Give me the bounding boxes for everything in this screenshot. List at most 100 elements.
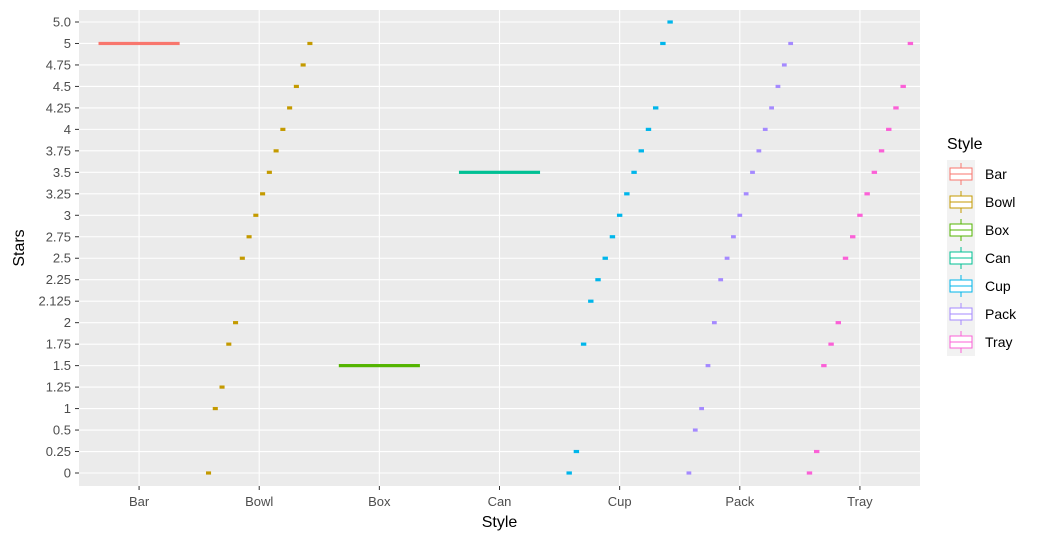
box-mark xyxy=(239,256,245,260)
box-mark xyxy=(205,471,212,475)
box-mark xyxy=(660,41,666,46)
y-tick-label: 1 xyxy=(64,401,71,416)
box-mark xyxy=(602,256,608,260)
legend-label: Can xyxy=(985,250,1011,266)
x-tick-label: Can xyxy=(488,494,512,509)
legend-label: Box xyxy=(985,222,1009,238)
box-mark xyxy=(98,41,180,46)
box-mark xyxy=(686,471,692,475)
legend-title: Style xyxy=(947,136,983,153)
legend-item: Bar xyxy=(947,160,1007,188)
y-tick-label: 2.25 xyxy=(46,272,71,287)
y-tick-label: 4 xyxy=(64,122,71,137)
data-marks xyxy=(98,20,914,475)
legend: Style Bar Bowl Box Can Cup Pack Tray xyxy=(947,136,1017,356)
box-mark xyxy=(711,321,717,325)
box-mark xyxy=(850,235,856,239)
box-mark xyxy=(338,364,420,368)
box-mark xyxy=(573,449,580,454)
box-mark xyxy=(645,127,652,131)
box-mark xyxy=(769,106,774,110)
y-tick-label: 3.5 xyxy=(53,165,71,180)
y-tick-label: 4.5 xyxy=(53,79,71,94)
box-mark xyxy=(857,213,863,217)
y-axis: 0 0.25 0.5 1 1.25 1.5 1.75 2 2.125 2.25 2.5 2.75 3 3.… xyxy=(38,15,79,481)
box-mark xyxy=(828,342,834,346)
box-mark xyxy=(287,106,293,110)
box-mark xyxy=(266,170,272,174)
box-mark xyxy=(233,321,239,325)
y-tick-label: 3.25 xyxy=(46,186,71,201)
box-mark xyxy=(724,256,730,260)
box-mark xyxy=(253,213,259,217)
box-mark xyxy=(806,471,813,475)
box-mark xyxy=(743,192,749,196)
box-mark xyxy=(900,84,906,89)
y-tick-label: 1.5 xyxy=(53,358,71,373)
box-mark xyxy=(219,385,225,389)
y-tick-label: 3 xyxy=(64,208,71,223)
x-tick-label: Bar xyxy=(129,494,150,509)
legend-items: Bar Bowl Box Can Cup Pack Tray xyxy=(947,160,1017,356)
x-axis: Bar Bowl Box Can Cup Pack Tray xyxy=(129,486,873,509)
x-axis-title: Style xyxy=(482,514,518,531)
y-tick-label: 1.75 xyxy=(46,337,71,352)
y-tick-label: 1.25 xyxy=(46,380,71,395)
x-tick-label: Cup xyxy=(608,494,632,509)
box-mark xyxy=(260,192,266,196)
box-mark xyxy=(756,149,762,153)
box-mark xyxy=(638,149,644,153)
box-mark xyxy=(842,256,849,260)
box-mark xyxy=(212,406,218,411)
legend-label: Pack xyxy=(985,306,1017,322)
box-mark xyxy=(878,149,885,153)
box-mark xyxy=(280,127,286,131)
box-mark xyxy=(864,192,870,196)
box-mark xyxy=(871,170,878,174)
box-mark xyxy=(566,471,572,475)
x-tick-label: Tray xyxy=(847,494,873,509)
box-mark xyxy=(699,406,705,411)
y-tick-label: 0.5 xyxy=(53,423,71,438)
box-mark xyxy=(813,449,820,454)
y-tick-label: 5.0 xyxy=(53,15,71,30)
box-mark xyxy=(631,170,637,174)
box-mark xyxy=(300,63,306,67)
box-mark xyxy=(293,84,299,89)
legend-item: Can xyxy=(947,244,1011,272)
x-tick-label: Pack xyxy=(725,494,754,509)
box-mark xyxy=(624,192,630,196)
y-tick-label: 5 xyxy=(64,36,71,51)
box-mark xyxy=(718,278,724,282)
box-mark xyxy=(595,278,601,282)
box-mark xyxy=(907,41,914,46)
legend-item: Box xyxy=(947,216,1009,244)
y-tick-label: 4.25 xyxy=(46,100,71,115)
box-mark xyxy=(246,235,252,239)
box-mark xyxy=(652,106,659,110)
box-mark xyxy=(775,84,781,89)
y-tick-label: 2.75 xyxy=(46,229,71,244)
x-tick-label: Box xyxy=(368,494,391,509)
y-tick-label: 0 xyxy=(64,466,71,481)
y-axis-title: Stars xyxy=(11,229,28,266)
box-mark xyxy=(788,41,794,46)
legend-label: Bowl xyxy=(985,194,1015,210)
legend-label: Cup xyxy=(985,278,1011,294)
box-mark xyxy=(609,235,616,239)
box-mark xyxy=(886,127,892,131)
box-mark xyxy=(750,170,755,174)
y-tick-label: 2.5 xyxy=(53,251,71,266)
x-tick-label: Bowl xyxy=(245,494,273,509)
box-mark xyxy=(273,149,279,153)
y-tick-label: 0.25 xyxy=(46,444,71,459)
box-mark xyxy=(616,213,623,217)
box-mark xyxy=(731,235,736,239)
box-mark xyxy=(737,213,743,217)
box-mark xyxy=(893,106,899,110)
box-mark xyxy=(781,63,787,67)
box-mark xyxy=(458,170,541,174)
legend-label: Tray xyxy=(985,334,1012,350)
